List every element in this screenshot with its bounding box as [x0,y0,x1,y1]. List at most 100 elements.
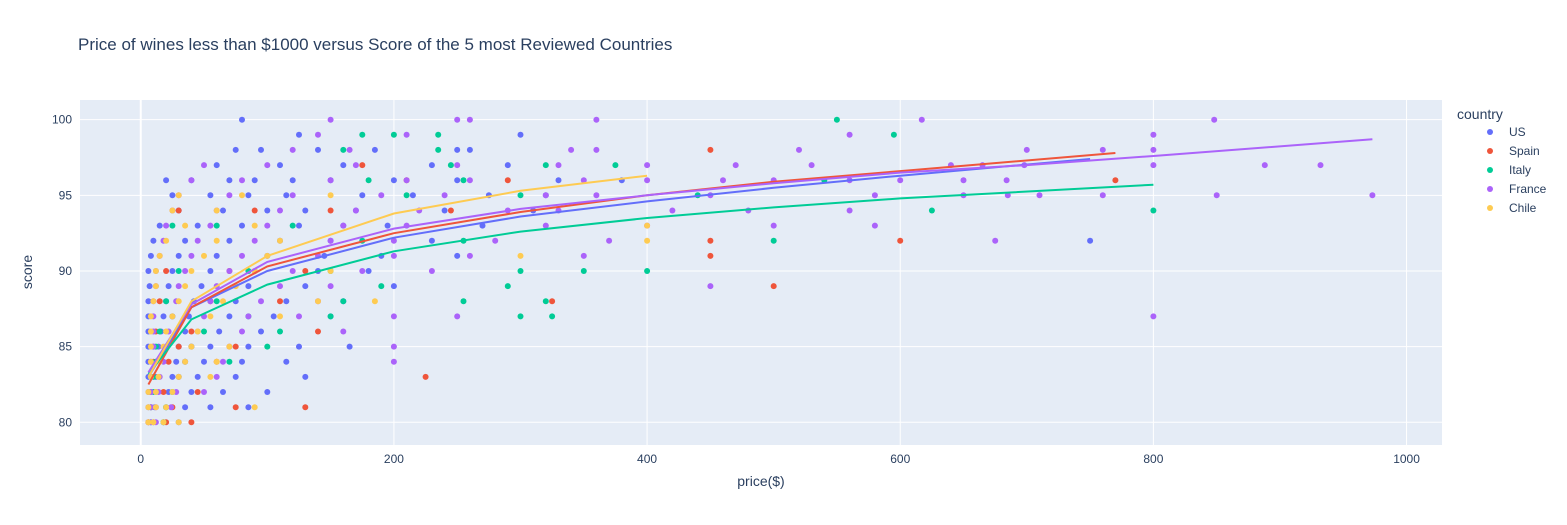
x-axis-ticks: 0 200 400 600 800 1000 [137,452,1420,466]
data-point [296,313,302,320]
data-point [365,268,372,274]
data-point [435,146,442,153]
data-point [568,146,575,153]
data-point [277,283,283,290]
data-point [327,116,334,123]
data-point [194,389,201,395]
legend-label-spain: Spain [1509,144,1540,158]
x-axis-title: price($) [737,473,784,489]
data-point [156,298,163,305]
data-point [707,146,714,153]
data-point [549,298,556,305]
data-point [359,268,366,274]
data-point [1036,192,1043,199]
data-point [239,252,245,259]
data-point [156,222,163,229]
data-point [390,252,397,259]
data-point [492,237,499,244]
data-point [504,177,511,184]
data-point [251,177,258,184]
y-tick-label: 95 [59,188,73,202]
data-point [1261,162,1268,169]
data-point [160,389,167,395]
data-point [327,313,334,320]
data-point [165,358,172,365]
data-point [160,313,167,320]
data-point [1150,207,1157,214]
data-point [460,177,467,184]
data-point [270,313,277,320]
data-point [390,313,397,320]
data-point [213,373,220,380]
data-point [152,404,159,411]
data-point [145,268,152,274]
data-point [207,192,214,199]
data-point [327,192,334,199]
data-point [1150,146,1157,153]
data-point [390,283,397,290]
data-point [846,207,853,214]
data-point [428,268,435,274]
data-point [245,192,252,199]
data-point [549,313,556,320]
data-point [669,207,676,214]
trendline-spain [147,152,1116,385]
data-point [555,162,562,169]
data-point [359,162,366,169]
data-point [277,237,283,244]
data-point [150,419,157,426]
legend: country US Spain Italy France Chile [1457,106,1547,215]
data-point [302,404,309,411]
data-point [340,146,347,153]
data-point [147,358,154,365]
data-point [517,313,524,320]
data-point [390,237,397,244]
data-point [289,268,296,274]
data-point [460,298,467,305]
data-point [466,252,473,259]
data-point [169,373,176,380]
data-point [251,404,258,411]
data-point [352,207,359,214]
y-tick-label: 85 [59,340,73,354]
data-point [296,343,302,350]
data-point [163,328,170,335]
legend-label-us: US [1509,125,1526,139]
data-point [466,146,473,153]
data-point [289,192,296,199]
data-point [145,419,152,426]
data-point [302,283,309,290]
data-point [346,343,353,350]
data-point [239,177,245,184]
data-point [289,177,296,184]
data-point [352,162,359,169]
data-point [239,116,245,123]
data-point [770,237,777,244]
data-point [207,268,214,274]
data-point [447,162,454,169]
data-point [198,283,205,290]
data-point [194,328,201,335]
data-point [1369,192,1376,199]
data-point [146,283,153,290]
data-point [147,343,154,350]
data-point [517,268,524,274]
data-point [283,298,290,305]
data-point [264,389,271,395]
legend-title: country [1457,106,1503,122]
data-point [327,268,334,274]
data-point [517,192,524,199]
data-point [435,131,442,138]
data-point [644,177,651,184]
data-point [428,237,435,244]
x-tick-label: 400 [637,452,657,466]
data-point [188,389,195,395]
data-point [226,358,233,365]
data-point [213,222,220,229]
data-point [871,192,878,199]
data-point [258,146,264,153]
data-point [175,343,182,350]
data-point [378,192,385,199]
data-point [542,298,549,305]
data-point [207,343,214,350]
